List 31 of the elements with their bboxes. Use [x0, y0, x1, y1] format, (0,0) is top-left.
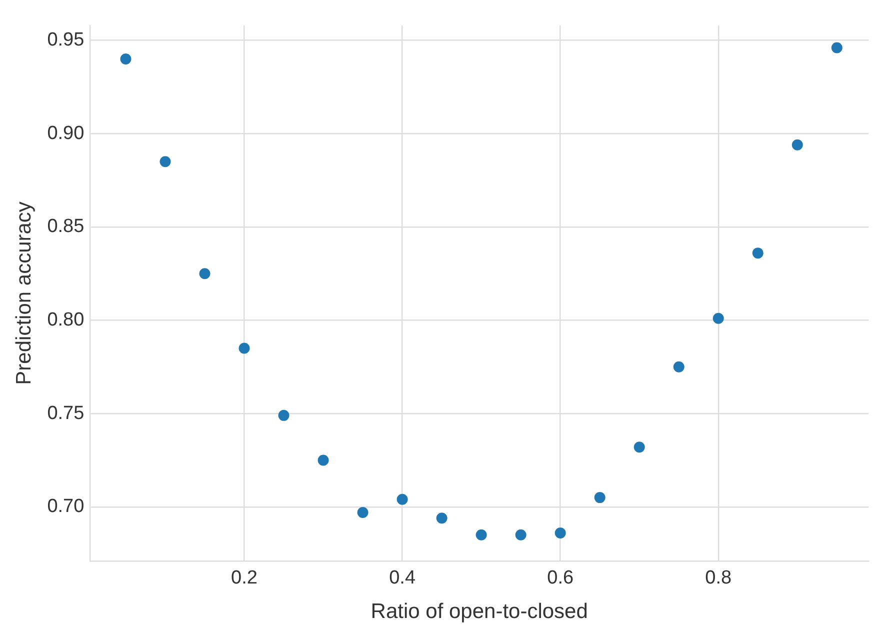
y-tick-label: 0.95	[47, 30, 84, 51]
point	[278, 410, 290, 421]
point	[436, 512, 448, 524]
y-tick-label: 0.90	[47, 122, 84, 144]
point	[594, 492, 606, 504]
point	[515, 529, 526, 540]
point	[712, 312, 724, 324]
point	[792, 139, 803, 150]
point	[120, 53, 132, 64]
y-tick-label: 0.75	[47, 402, 84, 424]
x-tick-label: 0.6	[547, 568, 574, 589]
x-tick-label: 0.2	[231, 568, 258, 589]
point	[634, 442, 645, 453]
point	[357, 506, 368, 518]
x-axis-title: Ratio of open-to-closed	[370, 600, 588, 624]
y-axis-title: Prediction accuracy	[12, 201, 36, 385]
point	[752, 248, 764, 259]
point	[199, 268, 210, 280]
point	[831, 42, 842, 54]
x-tick-label: 0.4	[389, 568, 416, 589]
point	[673, 361, 684, 372]
point	[238, 342, 250, 354]
point	[160, 156, 171, 168]
y-tick-label: 0.80	[47, 309, 84, 330]
x-tick-label: 0.8	[705, 568, 732, 589]
y-tick-label: 0.85	[47, 216, 84, 238]
y-tick-label: 0.70	[47, 496, 84, 518]
point	[396, 494, 408, 505]
point	[476, 529, 487, 540]
point	[318, 454, 329, 466]
point	[554, 528, 566, 539]
